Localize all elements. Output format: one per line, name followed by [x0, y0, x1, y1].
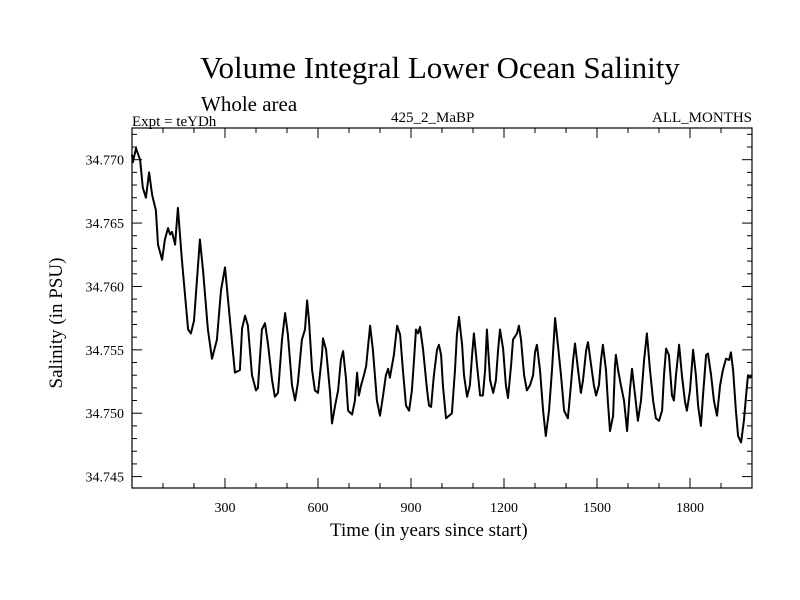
y-tick-label: 34.765 [86, 217, 125, 232]
salinity-series-line [131, 147, 753, 444]
run-label: 425_2_MaBP [391, 110, 475, 126]
chart-subtitle: Whole area [201, 92, 298, 116]
x-tick-label: 900 [401, 501, 422, 516]
months-label: ALL_MONTHS [652, 110, 752, 126]
y-tick-label: 34.770 [86, 154, 125, 169]
axis-ticks [132, 128, 752, 488]
y-tick-label: 34.760 [86, 280, 125, 295]
x-tick-label: 300 [215, 501, 236, 516]
tick-labels: 300 600 900 1200 1500 1800 34.745 34.750 34.755 3… [86, 154, 705, 516]
x-axis-label: Time (in years since start) [330, 520, 528, 541]
experiment-label: Expt = teYDh [132, 114, 217, 130]
x-tick-label: 1800 [676, 501, 704, 516]
chart-title: Volume Integral Lower Ocean Salinity [200, 50, 680, 85]
y-tick-label: 34.745 [86, 471, 125, 486]
y-tick-label: 34.750 [86, 407, 125, 422]
x-tick-label: 1500 [583, 501, 611, 516]
x-tick-label: 1200 [490, 501, 518, 516]
x-tick-label: 600 [308, 501, 329, 516]
plot-frame [131, 127, 753, 489]
y-tick-label: 34.755 [86, 344, 125, 359]
